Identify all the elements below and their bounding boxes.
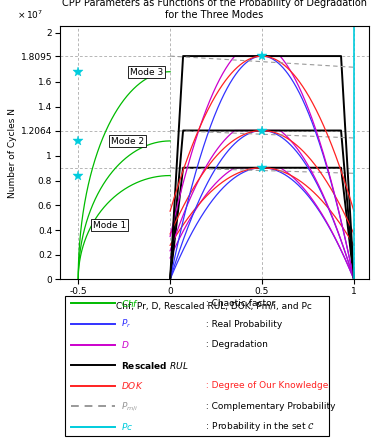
Text: $\mathit{Chf}$: $\mathit{Chf}$ xyxy=(120,298,139,309)
Text: : Degree of Our Knowledge: : Degree of Our Knowledge xyxy=(203,381,328,390)
Text: : Complementary Probability: : Complementary Probability xyxy=(203,402,335,411)
Text: $D$: $D$ xyxy=(120,339,129,350)
Text: : Real Probability: : Real Probability xyxy=(203,319,282,329)
Y-axis label: Number of Cycles N: Number of Cycles N xyxy=(8,108,17,198)
Text: $\mathit{DOK}$: $\mathit{DOK}$ xyxy=(120,380,143,391)
Title: CPP Parameters as Functions of the Probability of Degradation
for the Three Mode: CPP Parameters as Functions of the Proba… xyxy=(62,0,367,20)
Text: : Degradation: : Degradation xyxy=(203,340,267,349)
Text: : Probability in the set $\mathcal{C}$: : Probability in the set $\mathcal{C}$ xyxy=(203,420,315,433)
X-axis label: Chf, Pr, D, Rescaled RUL, DOK, Pm/i, and Pc: Chf, Pr, D, Rescaled RUL, DOK, Pm/i, and… xyxy=(116,301,312,311)
Text: Mode 2: Mode 2 xyxy=(111,137,144,146)
Text: : Chaotic factor: : Chaotic factor xyxy=(203,299,275,308)
Text: Mode 3: Mode 3 xyxy=(130,67,163,77)
Text: $P_r$: $P_r$ xyxy=(120,318,131,330)
Text: $\mathit{Pc}$: $\mathit{Pc}$ xyxy=(120,422,133,433)
Text: Mode 1: Mode 1 xyxy=(93,220,126,230)
Text: $\times\,10^7$: $\times\,10^7$ xyxy=(17,9,42,21)
Text: Rescaled $\mathit{RUL}$: Rescaled $\mathit{RUL}$ xyxy=(120,359,188,370)
Text: $P_{m/i}$: $P_{m/i}$ xyxy=(120,400,138,413)
